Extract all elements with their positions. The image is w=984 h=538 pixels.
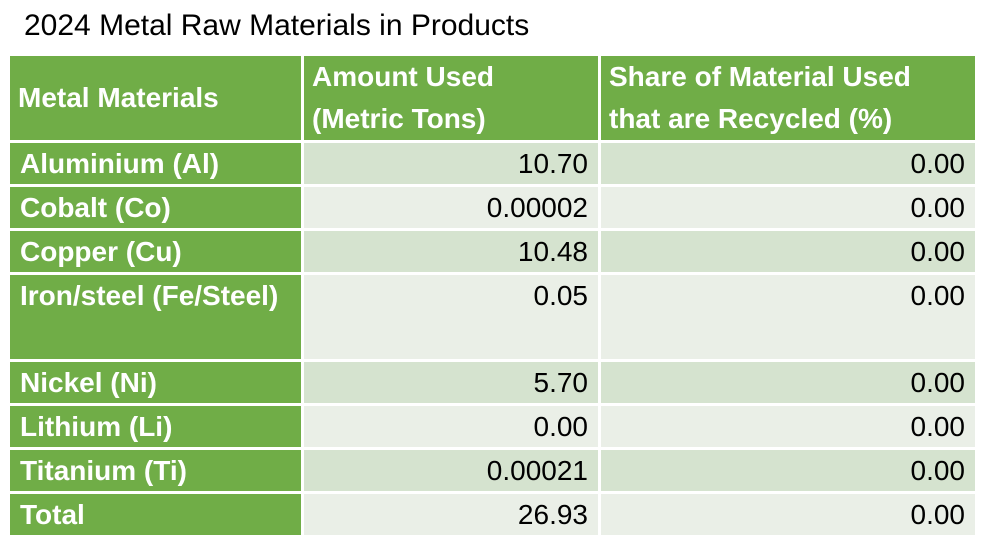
material-name: Titanium (Ti) bbox=[10, 450, 301, 491]
amount-used: 5.70 bbox=[304, 362, 598, 403]
amount-used: 10.70 bbox=[304, 143, 598, 184]
amount-used: 0.00021 bbox=[304, 450, 598, 491]
material-name: Nickel (Ni) bbox=[10, 362, 301, 403]
amount-used: 10.48 bbox=[304, 231, 598, 272]
amount-used: 0.00002 bbox=[304, 187, 598, 228]
header-row: Metal Materials Amount Used (Metric Tons… bbox=[10, 56, 975, 140]
recycled-share: 0.00 bbox=[601, 406, 975, 447]
total-label: Total bbox=[10, 494, 301, 535]
table-row: Copper (Cu) 10.48 0.00 bbox=[10, 231, 975, 272]
table-row: Iron/steel (Fe/Steel) 0.05 0.00 bbox=[10, 275, 975, 359]
table-row-total: Total 26.93 0.00 bbox=[10, 494, 975, 535]
recycled-share: 0.00 bbox=[601, 450, 975, 491]
recycled-share: 0.00 bbox=[601, 187, 975, 228]
table-row: Aluminium (Al) 10.70 0.00 bbox=[10, 143, 975, 184]
metal-materials-table: Metal Materials Amount Used (Metric Tons… bbox=[7, 53, 978, 538]
material-name: Iron/steel (Fe/Steel) bbox=[10, 275, 301, 359]
recycled-share: 0.00 bbox=[601, 231, 975, 272]
table-row: Nickel (Ni) 5.70 0.00 bbox=[10, 362, 975, 403]
material-name: Copper (Cu) bbox=[10, 231, 301, 272]
header-metal-materials: Metal Materials bbox=[10, 56, 301, 140]
recycled-share: 0.00 bbox=[601, 143, 975, 184]
table-title: 2024 Metal Raw Materials in Products bbox=[24, 9, 530, 42]
material-name: Aluminium (Al) bbox=[10, 143, 301, 184]
table-row: Cobalt (Co) 0.00002 0.00 bbox=[10, 187, 975, 228]
header-amount-used: Amount Used (Metric Tons) bbox=[304, 56, 598, 140]
material-name: Cobalt (Co) bbox=[10, 187, 301, 228]
table-row: Lithium (Li) 0.00 0.00 bbox=[10, 406, 975, 447]
material-name: Lithium (Li) bbox=[10, 406, 301, 447]
amount-used: 0.05 bbox=[304, 275, 598, 359]
recycled-share: 0.00 bbox=[601, 362, 975, 403]
total-amount-used: 26.93 bbox=[304, 494, 598, 535]
recycled-share: 0.00 bbox=[601, 275, 975, 359]
table-row: Titanium (Ti) 0.00021 0.00 bbox=[10, 450, 975, 491]
total-recycled-share: 0.00 bbox=[601, 494, 975, 535]
amount-used: 0.00 bbox=[304, 406, 598, 447]
header-recycled-share: Share of Material Used that are Recycled… bbox=[601, 56, 975, 140]
